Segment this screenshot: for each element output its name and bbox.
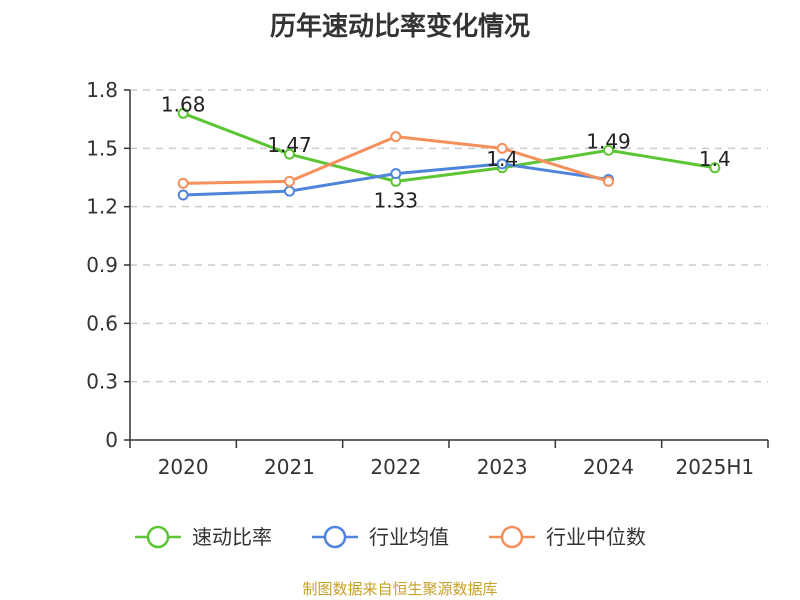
legend-marker-icon: [500, 525, 524, 549]
x-tick-label: 2024: [583, 455, 634, 479]
series-point-1[interactable]: [284, 185, 295, 197]
y-tick-label: 0: [105, 428, 118, 452]
legend-item-1[interactable]: 行业均值: [312, 525, 449, 549]
x-tick-label: 2025H1: [675, 455, 754, 479]
legend-label: 行业均值: [369, 525, 449, 549]
y-tick-label: 0.9: [86, 253, 118, 277]
series-point-1[interactable]: [390, 168, 402, 180]
source-note: 制图数据来自恒生聚源数据库: [302, 580, 498, 598]
legend-marker-icon: [323, 525, 347, 549]
x-tick-label: 2020: [158, 455, 209, 479]
series-point-0[interactable]: [709, 162, 721, 174]
data-label: 1.47: [267, 133, 312, 157]
y-tick-label: 0.6: [86, 311, 118, 335]
legend-item-0[interactable]: 速动比率: [135, 525, 272, 549]
series-point-2[interactable]: [177, 177, 189, 189]
legend-item-2[interactable]: 行业中位数: [489, 525, 646, 549]
series-line-0: [182, 111, 716, 183]
gridlines: [130, 89, 768, 383]
series-point-2[interactable]: [496, 142, 508, 154]
axes: 0 0.3 0.6 0.9 1.2 1.5 1.8 2020 2021 2022 2023 2024 2…: [86, 78, 769, 479]
legend-label: 行业中位数: [546, 525, 646, 549]
y-tick-label: 0.3: [86, 370, 118, 394]
x-tick-label: 2023: [477, 455, 528, 479]
series-point-0[interactable]: [284, 148, 295, 160]
legend-marker-icon: [146, 525, 170, 549]
series-point-2[interactable]: [390, 131, 402, 143]
data-label: 1.68: [161, 92, 206, 116]
legend[interactable]: 速动比率 行业均值 行业中位数: [135, 525, 646, 549]
series-lines: [177, 107, 721, 201]
series-point-1[interactable]: [177, 189, 189, 201]
data-label: 1.33: [374, 188, 419, 212]
series-point-2[interactable]: [603, 175, 614, 187]
legend-label: 速动比率: [192, 525, 272, 549]
series-point-1[interactable]: [496, 158, 508, 170]
y-tick-label: 1.5: [86, 136, 118, 160]
series-point-0[interactable]: [177, 107, 189, 119]
series-point-2[interactable]: [284, 175, 295, 187]
x-tick-label: 2022: [370, 455, 421, 479]
data-label: 1.49: [586, 129, 631, 153]
y-tick-label: 1.2: [86, 195, 118, 219]
chart-title: 历年速动比率变化情况: [269, 12, 530, 42]
data-labels: 1.68 1.47 1.33 1.4 1.49 1.4: [161, 92, 731, 212]
data-label: 1.4: [699, 147, 731, 171]
series-point-0[interactable]: [603, 144, 614, 156]
y-tick-label: 1.8: [86, 78, 118, 102]
data-label: 1.4: [486, 147, 518, 171]
x-tick-label: 2021: [264, 455, 315, 479]
